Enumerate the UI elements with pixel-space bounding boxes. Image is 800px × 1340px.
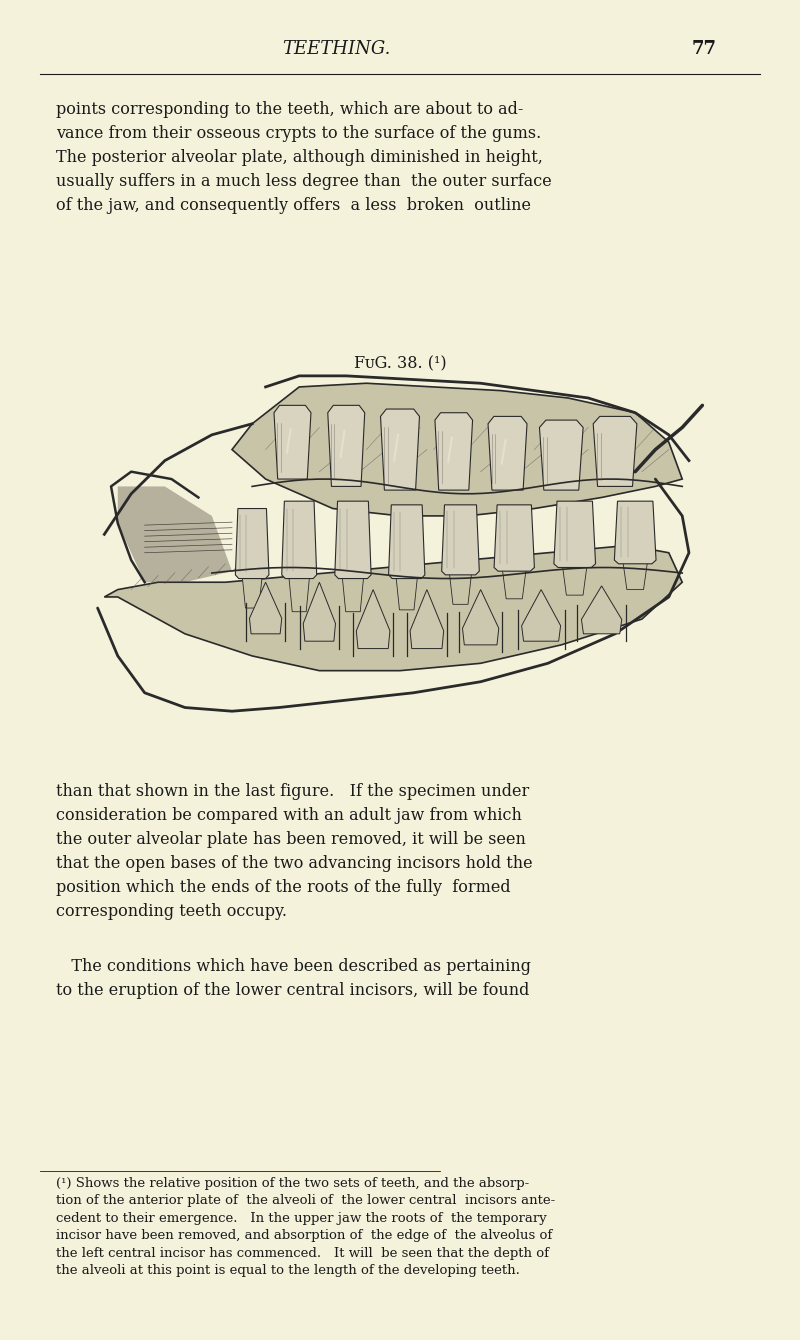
Polygon shape [502, 568, 526, 599]
Text: FᴜG. 38. (¹): FᴜG. 38. (¹) [354, 355, 446, 373]
Polygon shape [410, 590, 444, 649]
Polygon shape [242, 575, 262, 608]
Polygon shape [389, 505, 425, 579]
Polygon shape [328, 406, 365, 486]
Polygon shape [342, 575, 364, 612]
Polygon shape [554, 501, 595, 568]
FancyBboxPatch shape [64, 369, 736, 737]
Polygon shape [449, 571, 472, 604]
Polygon shape [488, 417, 527, 490]
Polygon shape [381, 409, 419, 490]
Polygon shape [462, 590, 498, 645]
Polygon shape [442, 505, 479, 575]
Polygon shape [335, 501, 371, 579]
Polygon shape [118, 486, 232, 583]
Polygon shape [104, 545, 682, 671]
Polygon shape [594, 417, 637, 486]
Polygon shape [396, 575, 418, 610]
Polygon shape [232, 383, 682, 516]
Text: (¹) Shows the relative position of the two sets of teeth, and the absorp-
tion o: (¹) Shows the relative position of the t… [56, 1177, 555, 1277]
Polygon shape [494, 505, 534, 571]
Polygon shape [622, 560, 648, 590]
Polygon shape [539, 421, 583, 490]
Polygon shape [282, 501, 317, 579]
Text: points corresponding to the teeth, which are about to ad-
vance from their osseo: points corresponding to the teeth, which… [56, 100, 552, 214]
Polygon shape [289, 575, 310, 612]
Text: The conditions which have been described as pertaining
to the eruption of the lo: The conditions which have been described… [56, 958, 531, 1000]
Polygon shape [235, 509, 269, 579]
Polygon shape [303, 583, 335, 642]
Polygon shape [582, 586, 622, 634]
Text: 77: 77 [691, 40, 717, 58]
Text: TEETHING.: TEETHING. [282, 40, 390, 58]
Polygon shape [250, 583, 282, 634]
Polygon shape [356, 590, 390, 649]
Polygon shape [562, 564, 587, 595]
Text: than that shown in the last figure.   If the specimen under
consideration be com: than that shown in the last figure. If t… [56, 783, 533, 921]
Polygon shape [435, 413, 473, 490]
Polygon shape [274, 406, 311, 480]
Polygon shape [522, 590, 561, 642]
Polygon shape [614, 501, 656, 564]
